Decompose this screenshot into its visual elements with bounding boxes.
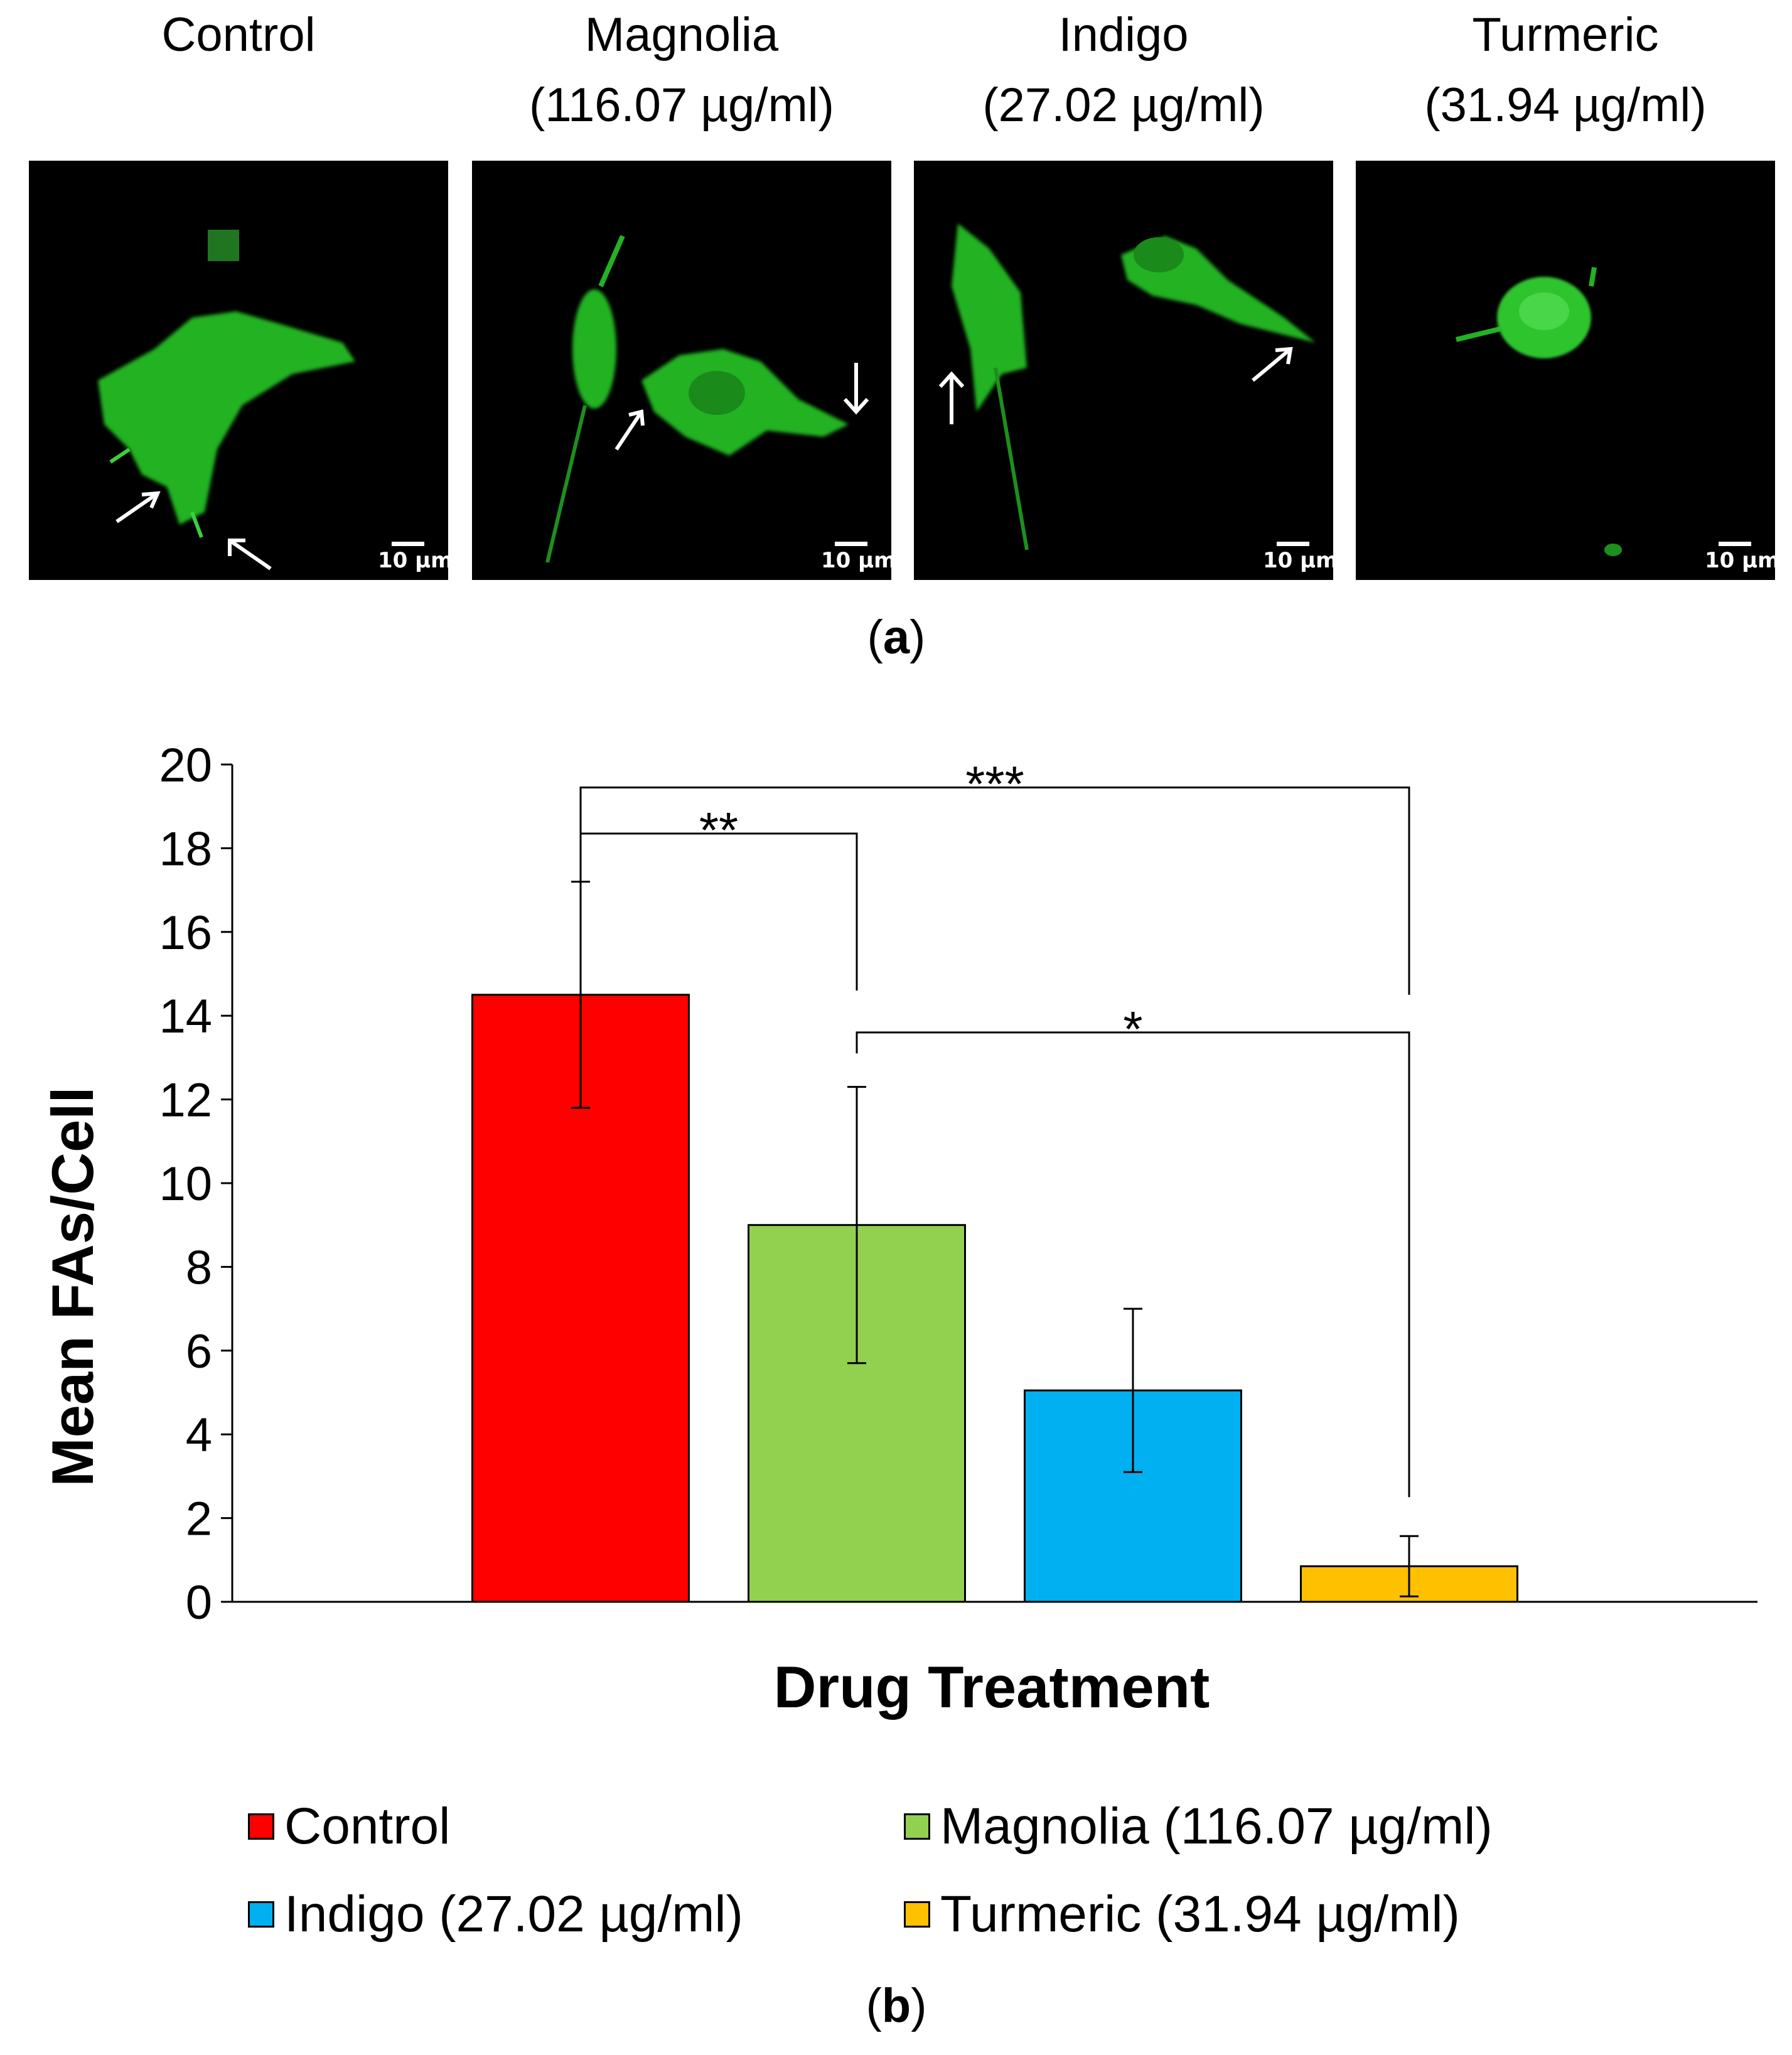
- legend-swatch: [248, 1901, 274, 1928]
- panel-title-magnolia: Magnolia (116.07 µg/ml): [529, 8, 834, 132]
- y-tick-label: 12: [159, 1074, 212, 1127]
- legend-item-indigo: Indigo (27.02 µg/ml): [248, 1884, 743, 1945]
- micrograph-indigo: 10 µm: [914, 161, 1333, 580]
- significance-label: ***: [965, 756, 1024, 812]
- significance-label: **: [699, 802, 738, 858]
- y-tick-label: 6: [186, 1325, 212, 1378]
- legend-item-turmeric: Turmeric (31.94 µg/ml): [904, 1884, 1460, 1945]
- panel-title-turmeric: Turmeric (31.94 µg/ml): [1424, 8, 1707, 132]
- significance-label: *: [1123, 1001, 1142, 1057]
- micrograph-control: 10 µm: [29, 161, 448, 580]
- y-tick-label: 18: [159, 822, 212, 876]
- y-tick-label: 0: [186, 1576, 212, 1629]
- y-tick-label: 8: [186, 1241, 212, 1294]
- y-tick-label: 10: [159, 1157, 212, 1211]
- significance-bracket: [856, 1031, 1410, 1498]
- panel-a-caption: (a): [867, 611, 926, 664]
- x-axis-label: Drug Treatment: [774, 1654, 1210, 1720]
- y-tick-label: 14: [159, 990, 212, 1043]
- significance-bracket: [579, 786, 1410, 995]
- micrograph-magnolia: 10 µm: [472, 161, 891, 580]
- legend-item-magnolia: Magnolia (116.07 µg/ml): [904, 1796, 1493, 1857]
- scale-bar: 10 µm: [378, 542, 448, 572]
- micrograph-turmeric: 10 µm: [1356, 161, 1775, 580]
- legend-swatch: [248, 1813, 274, 1840]
- panel-b-caption: (b): [866, 1979, 927, 2032]
- y-tick-label: 4: [186, 1408, 212, 1462]
- y-tick-label: 16: [159, 906, 212, 960]
- panel-title-indigo: Indigo (27.02 µg/ml): [982, 8, 1265, 132]
- legend-swatch: [904, 1901, 930, 1928]
- scale-bar: 10 µm: [1263, 542, 1333, 572]
- legend-item-control: Control: [248, 1796, 450, 1857]
- panel-title-control: Control: [161, 8, 316, 62]
- scale-bar: 10 µm: [821, 542, 891, 572]
- legend-swatch: [904, 1813, 930, 1840]
- y-tick-label: 20: [159, 739, 212, 792]
- y-tick-label: 2: [186, 1493, 212, 1546]
- scale-bar: 10 µm: [1705, 542, 1775, 572]
- y-axis-label: Mean FAs/Cell: [40, 1087, 105, 1486]
